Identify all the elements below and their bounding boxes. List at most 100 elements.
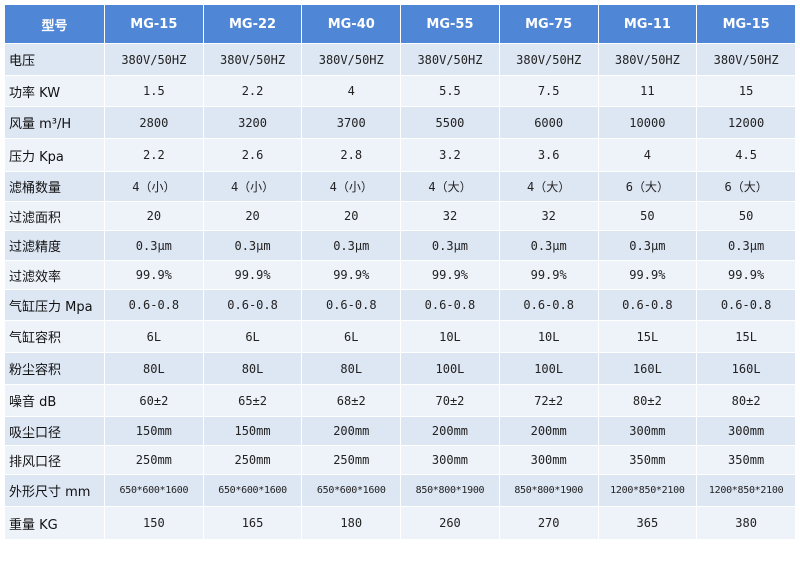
table-cell: 65±2: [202, 384, 303, 417]
table-cell: 365: [597, 506, 698, 540]
table-cell: 80±2: [696, 384, 796, 417]
row-label: 气缸压力 Mpa: [4, 289, 105, 321]
table-cell: 20: [301, 201, 402, 231]
table-cell: 380V/50HZ: [498, 43, 599, 76]
table-body: 电压 380V/50HZ 380V/50HZ 380V/50HZ 380V/50HZ 38…: [4, 43, 796, 540]
table-cell: 200mm: [301, 416, 402, 446]
table-cell: 10000: [597, 106, 698, 139]
table-row: 过滤效率 99.9% 99.9% 99.9% 99.9% 99.9% 99.9% 99.9%: [4, 260, 796, 290]
row-label: 过滤精度: [4, 230, 105, 261]
table-cell: 10L: [498, 320, 599, 353]
table-cell: 60±2: [104, 384, 204, 417]
table-cell: 200mm: [498, 416, 599, 446]
table-row: 电压 380V/50HZ 380V/50HZ 380V/50HZ 380V/50HZ 38…: [4, 43, 796, 76]
table-cell: 3.6: [498, 138, 599, 172]
header-cell: MG-15: [696, 4, 796, 44]
table-row: 排风口径 250mm 250mm 250mm 300mm 300mm 350mm 350mm: [4, 445, 796, 475]
row-label: 吸尘口径: [4, 416, 105, 446]
row-label: 风量 m³/H: [4, 106, 105, 139]
spec-table: 型号 MG-15 MG-22 MG-40 MG-55 MG-75 MG-11 M…: [4, 4, 796, 540]
table-cell: 300mm: [400, 445, 500, 475]
header-cell: MG-75: [498, 4, 599, 44]
table-cell: 80±2: [597, 384, 698, 417]
row-label: 过滤面积: [4, 201, 105, 231]
table-cell: 380V/50HZ: [400, 43, 500, 76]
table-cell: 2.2: [104, 138, 204, 172]
header-cell: MG-11: [597, 4, 698, 44]
table-cell: 3700: [301, 106, 402, 139]
table-cell: 50: [696, 201, 796, 231]
table-cell: 68±2: [301, 384, 402, 417]
table-cell: 2.2: [202, 75, 303, 107]
table-row: 过滤精度 0.3μm 0.3μm 0.3μm 0.3μm 0.3μm 0.3μm 0.3μm: [4, 230, 796, 261]
table-cell: 99.9%: [696, 260, 796, 290]
table-row: 风量 m³/H 2800 3200 3700 5500 6000 10000 12000: [4, 106, 796, 139]
row-label: 排风口径: [4, 445, 105, 475]
header-row: 型号 MG-15 MG-22 MG-40 MG-55 MG-75 MG-11 M…: [4, 4, 796, 44]
table-cell: 380V/50HZ: [696, 43, 796, 76]
spec-table-container: 型号 MG-15 MG-22 MG-40 MG-55 MG-75 MG-11 M…: [4, 4, 796, 540]
table-row: 吸尘口径 150mm 150mm 200mm 200mm 200mm 300mm 300mm: [4, 416, 796, 446]
table-cell: 10L: [400, 320, 500, 353]
row-label: 粉尘容积: [4, 352, 105, 385]
table-cell: 0.6-0.8: [696, 289, 796, 321]
table-cell: 3200: [202, 106, 303, 139]
table-cell: 380V/50HZ: [301, 43, 402, 76]
row-label: 重量 KG: [4, 506, 105, 540]
table-cell: 6L: [301, 320, 402, 353]
row-label: 气缸容积: [4, 320, 105, 353]
table-cell: 350mm: [597, 445, 698, 475]
table-cell: 250mm: [104, 445, 204, 475]
table-cell: 4（小）: [104, 171, 204, 202]
table-cell: 0.3μm: [597, 230, 698, 261]
table-cell: 850*800*1900: [498, 474, 599, 507]
table-cell: 4: [597, 138, 698, 172]
table-row: 滤桶数量 4（小） 4（小） 4（小） 4（大） 4（大） 6（大） 6（大）: [4, 171, 796, 202]
table-cell: 100L: [498, 352, 599, 385]
table-cell: 380V/50HZ: [202, 43, 303, 76]
header-cell-model: 型号: [4, 4, 105, 44]
table-cell: 4.5: [696, 138, 796, 172]
header-cell: MG-22: [202, 4, 303, 44]
table-row: 过滤面积 20 20 20 32 32 50 50: [4, 201, 796, 231]
table-cell: 0.3μm: [202, 230, 303, 261]
table-cell: 2.6: [202, 138, 303, 172]
table-cell: 6L: [104, 320, 204, 353]
table-cell: 160L: [696, 352, 796, 385]
table-cell: 150: [104, 506, 204, 540]
table-cell: 7.5: [498, 75, 599, 107]
table-cell: 12000: [696, 106, 796, 139]
table-cell: 100L: [400, 352, 500, 385]
table-cell: 20: [202, 201, 303, 231]
table-row: 压力 Kpa 2.2 2.6 2.8 3.2 3.6 4 4.5: [4, 138, 796, 172]
table-cell: 80L: [104, 352, 204, 385]
table-cell: 250mm: [301, 445, 402, 475]
table-cell: 650*600*1600: [301, 474, 402, 507]
table-cell: 180: [301, 506, 402, 540]
table-cell: 160L: [597, 352, 698, 385]
table-cell: 250mm: [202, 445, 303, 475]
table-cell: 0.6-0.8: [104, 289, 204, 321]
table-cell: 99.9%: [498, 260, 599, 290]
table-cell: 0.6-0.8: [597, 289, 698, 321]
table-cell: 99.9%: [301, 260, 402, 290]
table-cell: 650*600*1600: [104, 474, 204, 507]
table-cell: 380V/50HZ: [597, 43, 698, 76]
table-header: 型号 MG-15 MG-22 MG-40 MG-55 MG-75 MG-11 M…: [4, 4, 796, 44]
table-cell: 15L: [696, 320, 796, 353]
table-cell: 150mm: [104, 416, 204, 446]
table-cell: 15L: [597, 320, 698, 353]
table-cell: 300mm: [597, 416, 698, 446]
table-cell: 350mm: [696, 445, 796, 475]
table-cell: 20: [104, 201, 204, 231]
table-cell: 6L: [202, 320, 303, 353]
row-label: 功率 KW: [4, 75, 105, 107]
header-cell: MG-15: [104, 4, 204, 44]
row-label: 过滤效率: [4, 260, 105, 290]
table-cell: 11: [597, 75, 698, 107]
table-cell: 3.2: [400, 138, 500, 172]
table-cell: 70±2: [400, 384, 500, 417]
table-cell: 165: [202, 506, 303, 540]
table-cell: 99.9%: [597, 260, 698, 290]
table-cell: 4（小）: [202, 171, 303, 202]
